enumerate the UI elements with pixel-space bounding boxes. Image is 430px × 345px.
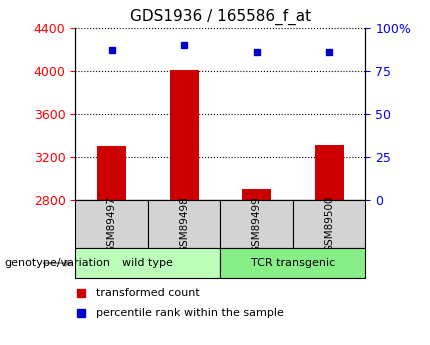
- Text: GSM89499: GSM89499: [252, 196, 262, 253]
- Bar: [148, 200, 220, 248]
- Bar: [315, 145, 344, 200]
- Text: GSM89498: GSM89498: [179, 196, 189, 253]
- Text: genotype/variation: genotype/variation: [4, 258, 111, 268]
- Bar: [169, 70, 199, 200]
- Bar: [293, 200, 366, 248]
- Text: transformed count: transformed count: [95, 288, 200, 298]
- Text: wild type: wild type: [123, 258, 173, 268]
- Bar: [220, 200, 293, 248]
- Text: percentile rank within the sample: percentile rank within the sample: [95, 308, 283, 318]
- Text: GSM89500: GSM89500: [324, 196, 334, 253]
- Bar: [220, 248, 366, 278]
- Title: GDS1936 / 165586_f_at: GDS1936 / 165586_f_at: [130, 9, 311, 25]
- Text: GSM89497: GSM89497: [107, 196, 117, 253]
- Bar: [242, 189, 271, 200]
- Bar: [75, 200, 148, 248]
- Bar: [97, 146, 126, 200]
- Text: TCR transgenic: TCR transgenic: [251, 258, 335, 268]
- Bar: [75, 248, 220, 278]
